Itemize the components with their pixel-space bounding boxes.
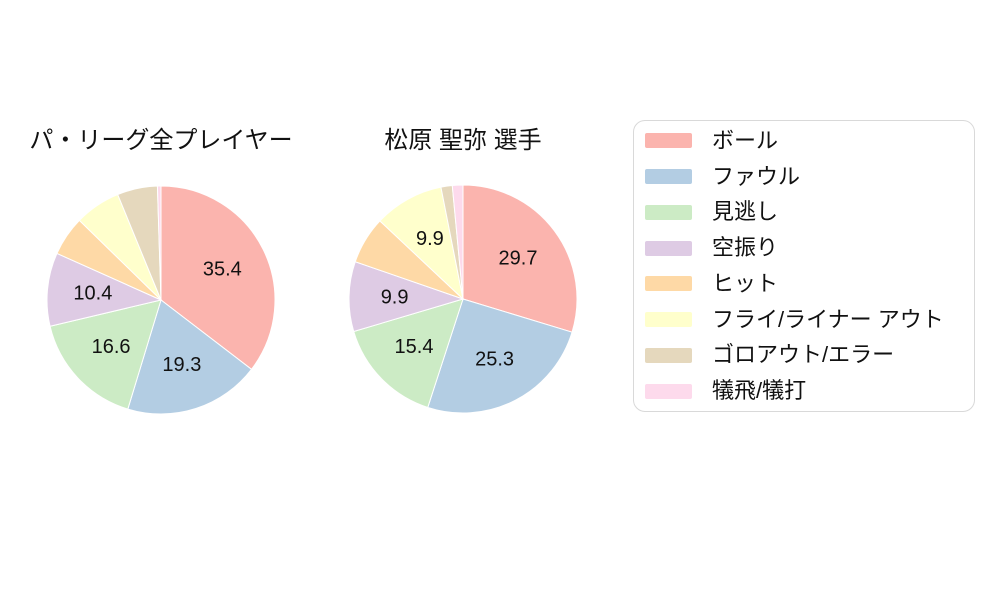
pie-value-label: 9.9 <box>381 287 409 309</box>
legend-item: 犠飛/犠打 <box>634 373 974 409</box>
legend-swatch <box>645 383 692 399</box>
legend-swatch <box>645 276 692 292</box>
legend-item: 見逃し <box>634 195 974 231</box>
legend-item: 空振り <box>634 230 974 266</box>
legend-label: 犠飛/犠打 <box>712 378 807 404</box>
legend-swatch <box>645 133 692 149</box>
right-pie-chart: 29.7 25.3 15.4 9.9 9.9 <box>349 185 577 413</box>
pie-slice-空振り <box>47 252 163 327</box>
legend-item: ゴロアウト/エラー <box>634 338 974 374</box>
pie-value-label: 16.6 <box>92 336 131 358</box>
left-pie-chart: 35.4 19.3 16.6 10.4 <box>47 186 275 414</box>
legend-swatch <box>645 204 692 220</box>
pie-slice-見逃し <box>353 298 464 409</box>
pie-value-label: 25.3 <box>475 349 514 371</box>
legend-swatch <box>645 169 692 185</box>
legend-label: フライ/ライナー アウト <box>712 306 944 332</box>
pie-value-label: 9.9 <box>416 228 444 250</box>
legend-label: ヒット <box>712 270 779 296</box>
legend-swatch <box>645 240 692 256</box>
pie-slice-ボール <box>160 186 275 371</box>
legend-item: ヒット <box>634 266 974 302</box>
pie-slice-ファウル <box>127 299 253 414</box>
pie-slice-見逃し <box>49 299 162 410</box>
legend-label: ファウル <box>712 163 801 189</box>
pie-value-label: 10.4 <box>73 283 112 305</box>
pie-slice-ファウル <box>427 298 573 413</box>
legend-label: 見逃し <box>712 199 779 225</box>
pie-slice-ボール <box>462 185 577 333</box>
legend-item: ボール <box>634 123 974 159</box>
right-pie-title: 松原 聖弥 選手 <box>384 127 542 154</box>
pie-value-label: 35.4 <box>203 259 242 281</box>
legend-label: ボール <box>712 127 779 153</box>
pie-slice-犠飛/犠打 <box>451 185 464 300</box>
pie-slice-犠飛/犠打 <box>156 186 162 301</box>
pie-value-label: 19.3 <box>162 354 201 376</box>
legend-swatch <box>645 312 692 328</box>
legend-label: ゴロアウト/エラー <box>712 342 895 368</box>
legend-item: フライ/ライナー アウト <box>634 302 974 338</box>
pie-value-label: 15.4 <box>395 336 434 358</box>
pie-value-label: 29.7 <box>499 247 538 269</box>
legend-item: ファウル <box>634 159 974 195</box>
legend-label: 空振り <box>712 235 779 261</box>
legend-swatch <box>645 347 692 363</box>
legend: ボールファウル見逃し空振りヒットフライ/ライナー アウト ゴロアウト/エラー 犠飛/… <box>633 120 975 412</box>
left-pie-title: パ・リーグ全プレイヤー <box>29 127 293 154</box>
